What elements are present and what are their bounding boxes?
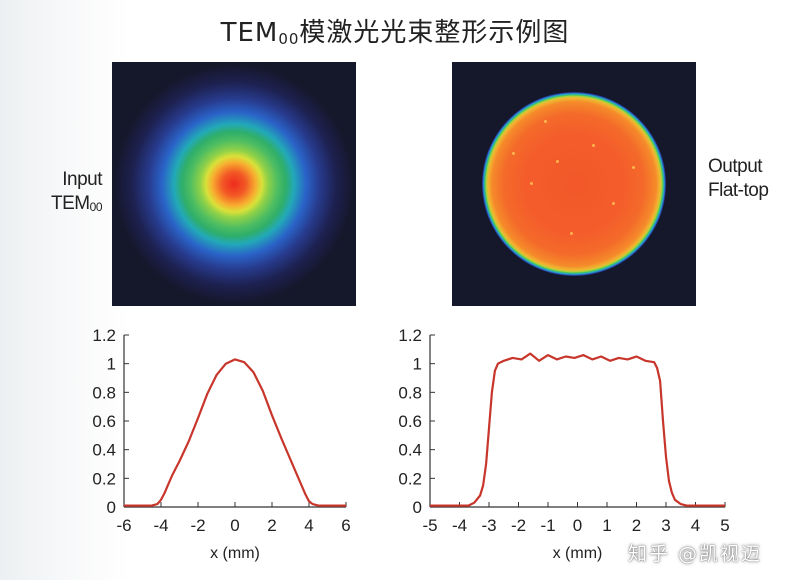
x-tick-label: 5 [720, 516, 729, 535]
speckle [512, 152, 515, 155]
speckle [570, 232, 573, 235]
speckle [632, 166, 635, 169]
speckle [592, 144, 595, 147]
y-tick-label: 0.6 [398, 412, 422, 431]
x-axis-label: x (mm) [210, 545, 260, 562]
input-beam-image [112, 62, 356, 306]
input-label-line2: TEM00 [51, 193, 102, 214]
y-tick-label: 1.2 [92, 326, 116, 345]
y-tick-label: 0.4 [92, 441, 116, 460]
input-label-line1: Input [62, 169, 102, 190]
y-tick-label: 0.2 [398, 469, 422, 488]
y-tick-label: 0.8 [92, 383, 116, 402]
x-tick-label: -1 [540, 516, 555, 535]
watermark: 知乎 @凯视迈 [628, 543, 763, 565]
x-tick-label: 4 [691, 516, 700, 535]
x-tick-label: -3 [481, 516, 496, 535]
output-label: Output Flat-top [708, 155, 769, 203]
x-tick-label: -4 [153, 516, 168, 535]
speckle [556, 160, 559, 163]
x-tick-label: -2 [511, 516, 526, 535]
output-label-line2: Flat-top [708, 180, 769, 201]
x-tick-label: 0 [230, 516, 239, 535]
y-tick-label: 1.2 [398, 326, 422, 345]
output-beam-image [452, 62, 696, 306]
output-label-line1: Output [708, 156, 763, 177]
y-tick-label: 0 [107, 498, 116, 517]
y-tick-label: 0.4 [398, 441, 422, 460]
x-tick-label: -4 [452, 516, 467, 535]
x-tick-label: 0 [573, 516, 582, 535]
speckle [612, 202, 615, 205]
y-tick-label: 1 [413, 355, 422, 374]
y-tick-label: 0.6 [92, 412, 116, 431]
speckle [530, 182, 533, 185]
x-tick-label: -2 [190, 516, 205, 535]
speckle [544, 120, 547, 123]
x-tick-label: 3 [661, 516, 670, 535]
x-tick-label: 6 [341, 516, 350, 535]
x-tick-label: -5 [422, 516, 437, 535]
y-tick-label: 0 [413, 498, 422, 517]
x-tick-label: 2 [267, 516, 276, 535]
gaussian-beam-spot [114, 64, 354, 304]
y-tick-label: 0.2 [92, 469, 116, 488]
series-line [430, 352, 725, 507]
input-label: Input TEM00 [40, 168, 102, 219]
page-title: TEM00模激光光束整形示例图 [220, 18, 570, 48]
x-tick-label: 4 [304, 516, 313, 535]
x-tick-label: 2 [632, 516, 641, 535]
y-tick-label: 0.8 [398, 383, 422, 402]
series-line [124, 358, 346, 507]
x-axis-label: x (mm) [553, 545, 603, 562]
x-tick-label: -6 [116, 516, 131, 535]
y-tick-label: 1 [107, 355, 116, 374]
x-tick-label: 1 [602, 516, 611, 535]
flat-top-beam-spot [482, 92, 666, 276]
